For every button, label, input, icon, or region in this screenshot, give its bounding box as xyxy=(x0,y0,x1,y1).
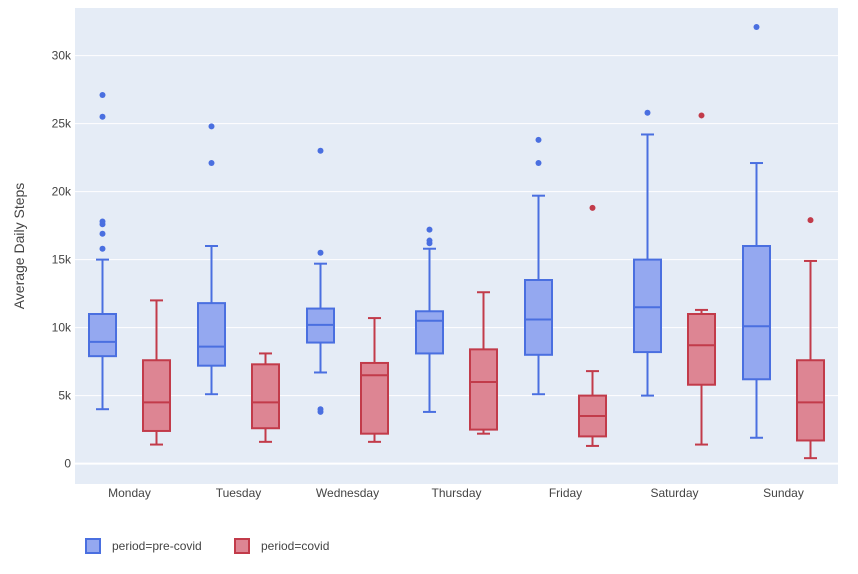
box-friday[interactable] xyxy=(524,136,553,396)
outlier-point xyxy=(426,237,433,244)
series-pre-covid xyxy=(88,24,771,439)
x-tick-label: Sunday xyxy=(763,486,804,500)
outlier-point xyxy=(99,113,106,120)
outlier-point xyxy=(208,160,215,167)
y-tick-label: 15k xyxy=(52,253,72,267)
box-series xyxy=(88,24,825,460)
x-tick-label: Tuesday xyxy=(216,486,262,500)
box-iqr xyxy=(524,279,553,356)
legend-swatch xyxy=(234,538,250,554)
outlier-point xyxy=(807,217,814,224)
box-tuesday[interactable] xyxy=(251,352,280,443)
box-sunday[interactable] xyxy=(742,24,771,439)
box-wednesday[interactable] xyxy=(360,317,389,443)
box-monday[interactable] xyxy=(142,299,171,446)
x-tick-label: Wednesday xyxy=(316,486,379,500)
x-axis-ticks: Monday Tuesday Wednesday Thursday Friday Satu… xyxy=(108,486,804,500)
box-iqr xyxy=(633,258,662,354)
x-tick-label: Saturday xyxy=(650,486,698,500)
legend-item-pre-covid[interactable]: period=pre-covid xyxy=(85,538,202,554)
y-tick-label: 20k xyxy=(52,185,72,199)
outlier-point xyxy=(644,109,651,116)
legend-item-covid[interactable]: period=covid xyxy=(234,538,329,554)
box-saturday[interactable] xyxy=(633,109,662,397)
outlier-point xyxy=(589,204,596,211)
box-thursday[interactable] xyxy=(415,226,444,413)
legend[interactable]: period=pre-covid period=covid xyxy=(85,538,329,554)
outlier-point xyxy=(535,160,542,167)
outlier-point xyxy=(426,226,433,233)
box-iqr xyxy=(796,359,825,442)
outlier-point xyxy=(698,112,705,119)
outlier-point xyxy=(99,92,106,99)
y-axis-title: Average Daily Steps xyxy=(11,183,27,310)
y-tick-label: 30k xyxy=(52,49,72,63)
x-tick-label: Monday xyxy=(108,486,151,500)
y-tick-label: 10k xyxy=(52,321,72,335)
box-monday[interactable] xyxy=(88,92,117,411)
y-tick-label: 25k xyxy=(52,117,72,131)
outlier-point xyxy=(208,123,215,130)
box-iqr xyxy=(415,310,444,355)
y-axis-ticks: 0 5k 10k 15k 20k 25k 30k xyxy=(52,49,72,471)
x-tick-label: Friday xyxy=(549,486,582,500)
series-covid xyxy=(142,112,825,460)
box-sunday[interactable] xyxy=(796,217,825,460)
y-tick-label: 5k xyxy=(58,389,72,403)
box-tuesday[interactable] xyxy=(197,123,226,396)
legend-swatch xyxy=(85,538,101,554)
outlier-point xyxy=(317,249,324,256)
legend-label: period=covid xyxy=(261,539,329,553)
box-iqr xyxy=(687,313,716,386)
box-thursday[interactable] xyxy=(469,291,498,435)
box-iqr xyxy=(742,245,771,381)
box-iqr xyxy=(142,359,171,432)
outlier-point xyxy=(753,24,760,31)
outlier-point xyxy=(317,406,324,413)
outlier-point xyxy=(99,230,106,237)
x-tick-label: Thursday xyxy=(431,486,481,500)
box-iqr xyxy=(251,363,280,430)
box-iqr xyxy=(88,313,117,358)
box-iqr xyxy=(469,348,498,431)
box-wednesday[interactable] xyxy=(306,147,335,415)
outlier-point xyxy=(535,136,542,143)
box-iqr xyxy=(360,361,389,435)
plot-area xyxy=(75,8,838,484)
outlier-point xyxy=(99,218,106,225)
box-friday[interactable] xyxy=(578,204,607,447)
box-saturday[interactable] xyxy=(687,112,716,446)
outlier-point xyxy=(317,147,324,154)
y-tick-label: 0 xyxy=(64,457,71,471)
legend-label: period=pre-covid xyxy=(112,539,202,553)
outlier-point xyxy=(99,245,106,252)
box-iqr xyxy=(197,302,226,367)
